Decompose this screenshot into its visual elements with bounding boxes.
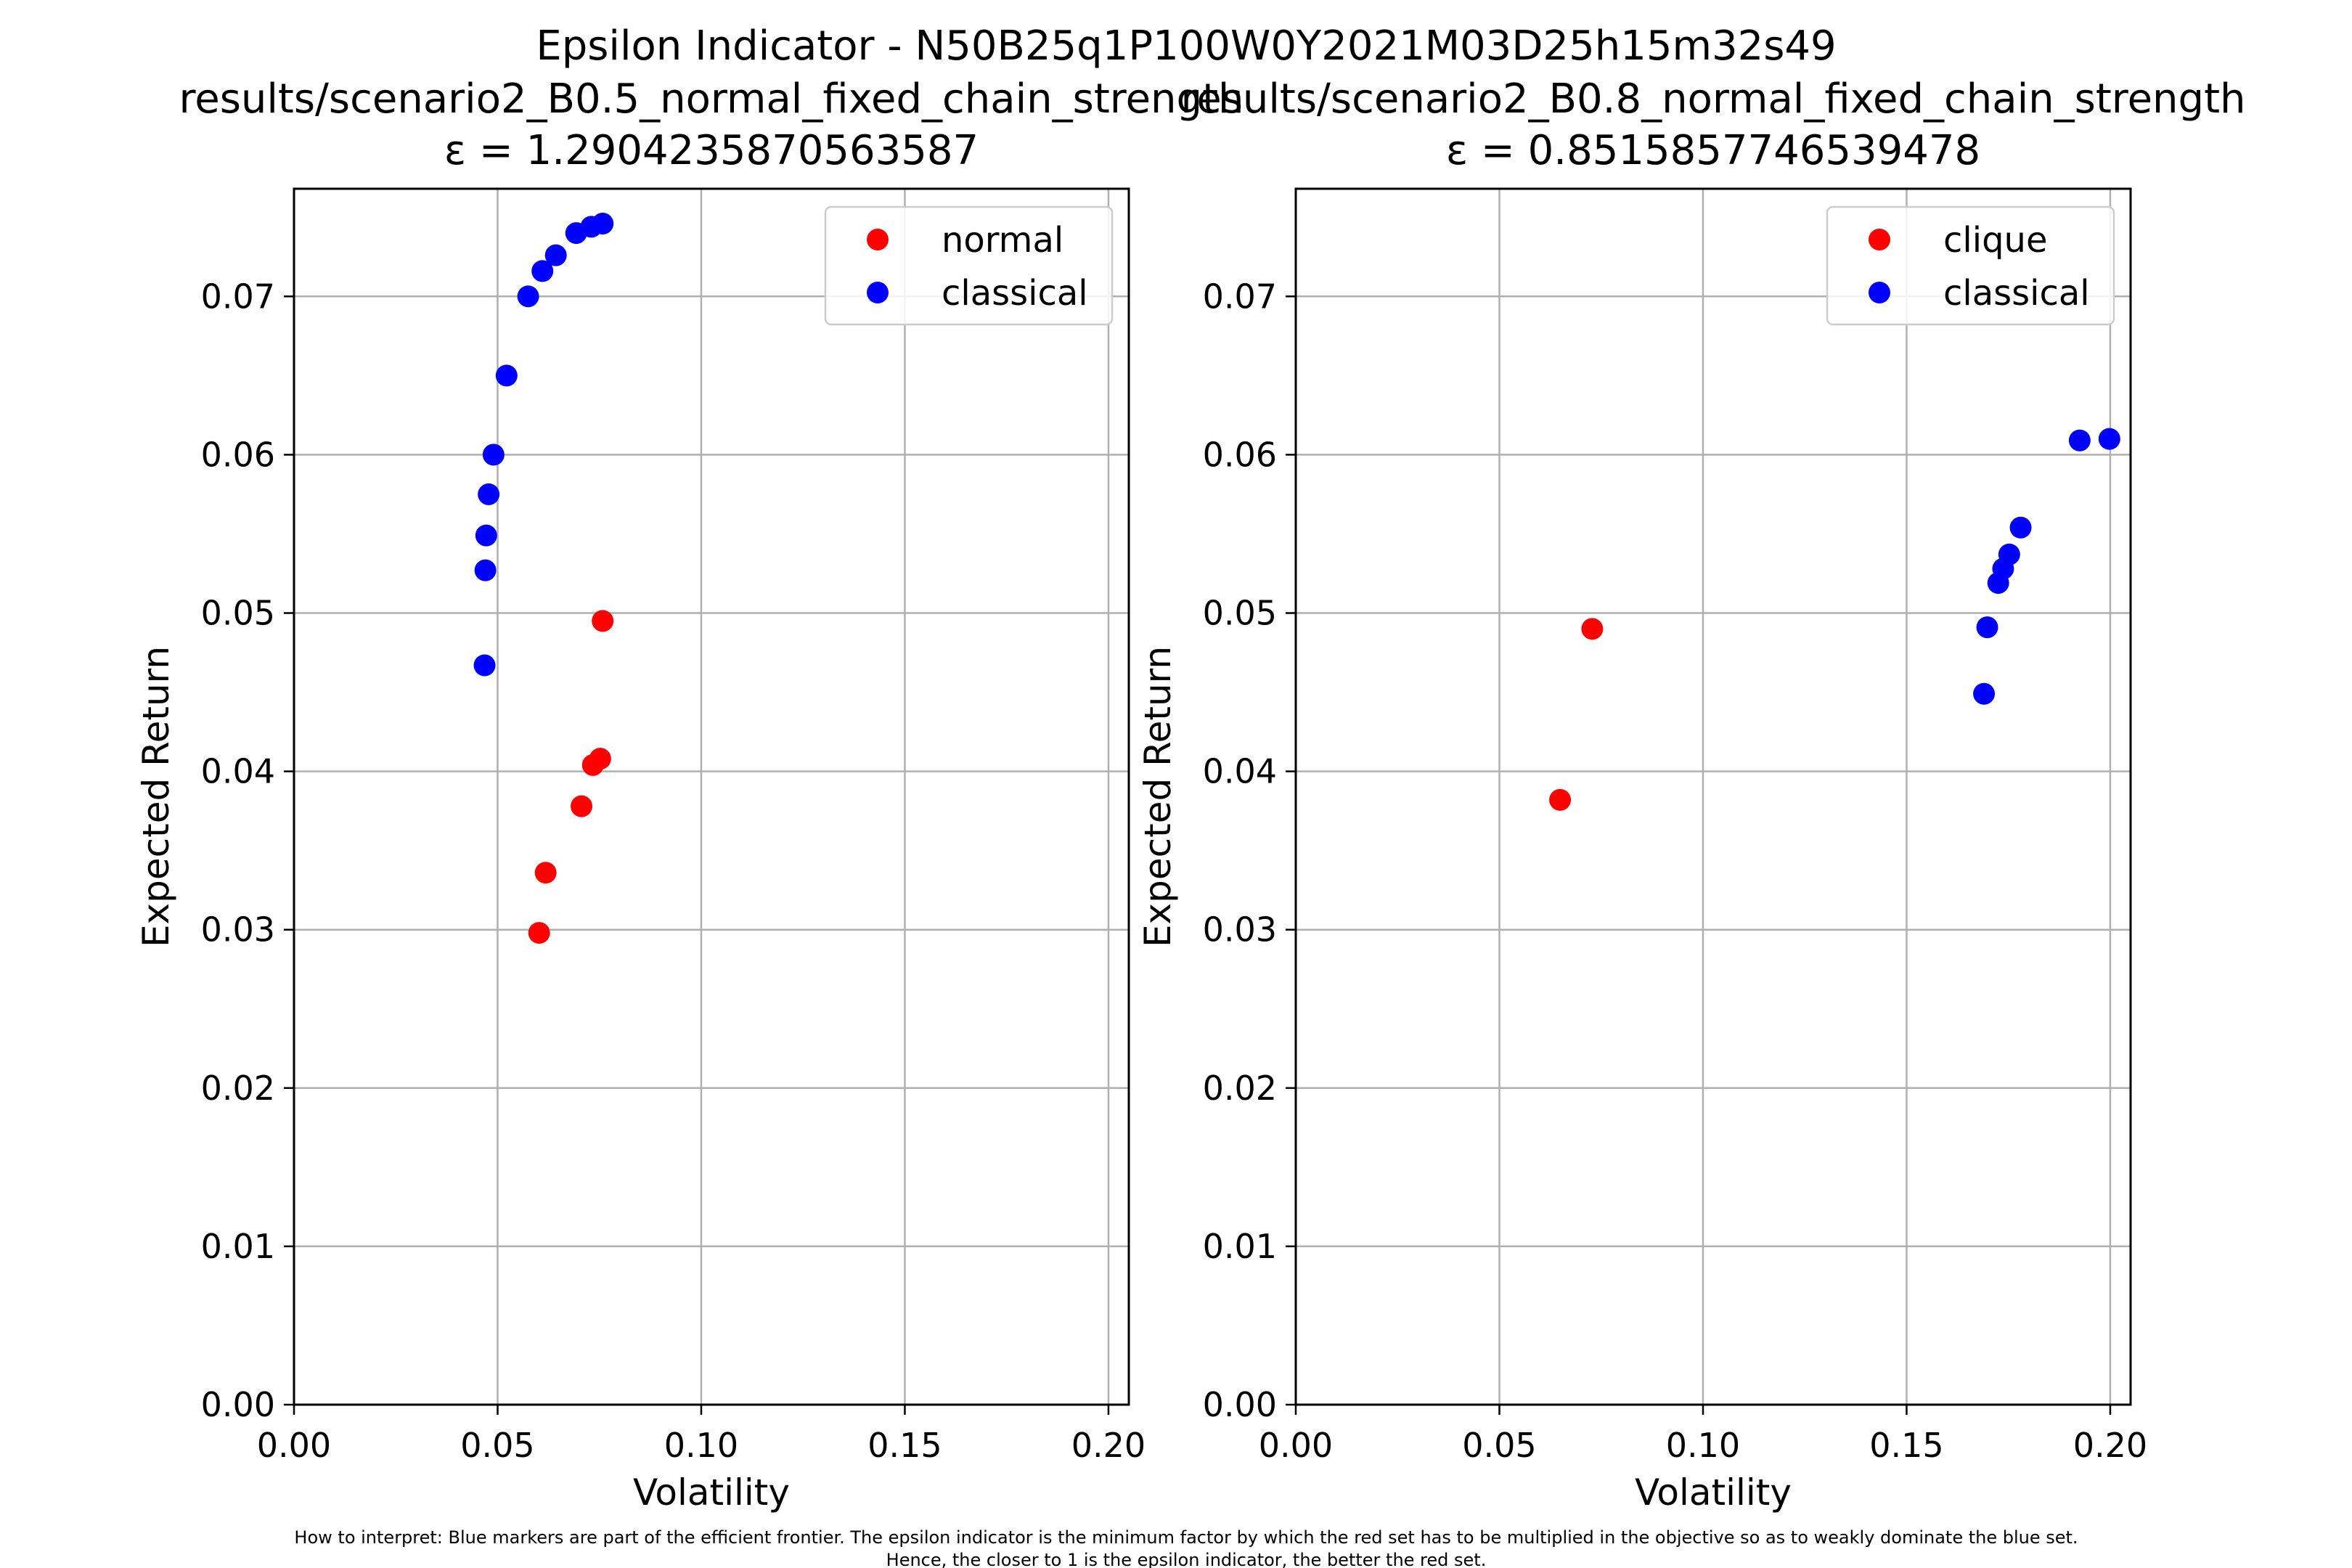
figure-suptitle: Epsilon Indicator - N50B25q1P100W0Y2021M… (536, 23, 1836, 70)
axes-frame (293, 187, 1130, 1406)
x-tick-label: 0.00 (1259, 1426, 1333, 1465)
x-tick-label: 0.20 (2073, 1426, 2147, 1465)
legend-label-classical: classical (942, 273, 1088, 314)
data-point-classical (1976, 616, 1998, 639)
legend-marker-clique (1869, 229, 1890, 250)
y-tick-label: 0.06 (201, 435, 275, 474)
y-tick-label: 0.07 (201, 277, 275, 316)
data-point-normal (592, 610, 614, 632)
data-point-classical (2009, 516, 2032, 539)
data-point-classical (531, 260, 554, 282)
data-point-classical (592, 212, 614, 234)
left-scatter-panel: 0.00 0.05 0.10 0.15 0.20 0.00 0.01 0.02 0.03 0.04… (135, 75, 1244, 1514)
y-tick-label: 0.00 (1203, 1385, 1277, 1424)
x-tick-label: 0.05 (1462, 1426, 1536, 1465)
y-tick-label: 0.01 (1203, 1227, 1277, 1266)
y-tick-label: 0.04 (201, 752, 275, 791)
y-tick-label: 0.02 (201, 1069, 275, 1108)
x-tick-label: 0.15 (867, 1426, 942, 1465)
legend-marker-classical (867, 282, 889, 303)
right-scatter-panel: 0.00 0.05 0.10 0.15 0.20 0.00 0.01 0.02 0.03 0.04… (1137, 75, 2246, 1514)
data-point-classical (495, 364, 518, 387)
data-point-classical (2098, 428, 2120, 450)
axes-frame (1294, 187, 2132, 1406)
y-tick-label: 0.02 (1203, 1069, 1277, 1108)
data-point-normal (589, 748, 611, 770)
y-tick-label: 0.06 (1203, 435, 1277, 474)
data-point-classical (473, 654, 496, 677)
panel-title: results/scenario2_B0.8_normal_fixed_chai… (1180, 75, 2245, 123)
x-tick-label: 0.20 (1071, 1426, 1146, 1465)
y-tick-label: 0.04 (1203, 752, 1277, 791)
data-point-classical (478, 483, 500, 505)
y-tick-label: 0.00 (201, 1385, 275, 1424)
y-tick-label: 0.05 (201, 594, 275, 633)
x-tick-label: 0.10 (1666, 1426, 1740, 1465)
y-axis-label: Expected Return (1137, 646, 1179, 947)
legend: normal classical (824, 205, 1114, 326)
legend-label-clique: clique (1943, 220, 2047, 261)
footnote-line-1: How to interpret: Blue markers are part … (294, 1527, 2078, 1548)
data-point-normal (534, 862, 557, 884)
data-point-normal (571, 795, 593, 817)
data-point-clique (1549, 788, 1572, 811)
data-point-classical (2068, 429, 2091, 452)
y-tick-label: 0.01 (201, 1227, 275, 1266)
y-tick-label: 0.07 (1203, 277, 1277, 316)
legend-label-normal: normal (942, 220, 1063, 261)
x-tick-label: 0.05 (460, 1426, 534, 1465)
x-axis-label: Volatility (633, 1471, 790, 1514)
footnote-line-2: Hence, the closer to 1 is the epsilon in… (886, 1550, 1487, 1568)
data-point-classical (474, 559, 497, 581)
panel-epsilon-value: ε = 0.8515857746539478 (1446, 127, 1980, 174)
x-tick-label: 0.15 (1869, 1426, 1943, 1465)
legend-marker-classical (1869, 282, 1890, 303)
legend-label-classical: classical (1943, 273, 2090, 314)
y-tick-label: 0.03 (201, 910, 275, 950)
data-point-classical (482, 444, 505, 466)
x-axis-label: Volatility (1635, 1471, 1792, 1514)
data-point-clique (1581, 618, 1604, 640)
legend-box (1826, 205, 2115, 326)
data-point-classical (544, 244, 567, 266)
x-tick-label: 0.00 (257, 1426, 331, 1465)
data-point-normal (528, 922, 550, 944)
data-point-classical (1973, 682, 1996, 705)
panel-epsilon-value: ε = 1.2904235870563587 (444, 127, 979, 174)
data-point-classical (517, 285, 539, 308)
data-point-classical (1998, 543, 2020, 565)
y-tick-label: 0.03 (1203, 910, 1277, 950)
y-axis-label: Expected Return (135, 646, 177, 947)
y-tick-label: 0.05 (1203, 594, 1277, 633)
legend: clique classical (1826, 205, 2115, 326)
legend-marker-normal (867, 229, 889, 250)
legend-box (824, 205, 1114, 326)
x-tick-label: 0.10 (664, 1426, 738, 1465)
panel-title: results/scenario2_B0.5_normal_fixed_chai… (179, 75, 1244, 123)
data-point-classical (475, 524, 497, 547)
